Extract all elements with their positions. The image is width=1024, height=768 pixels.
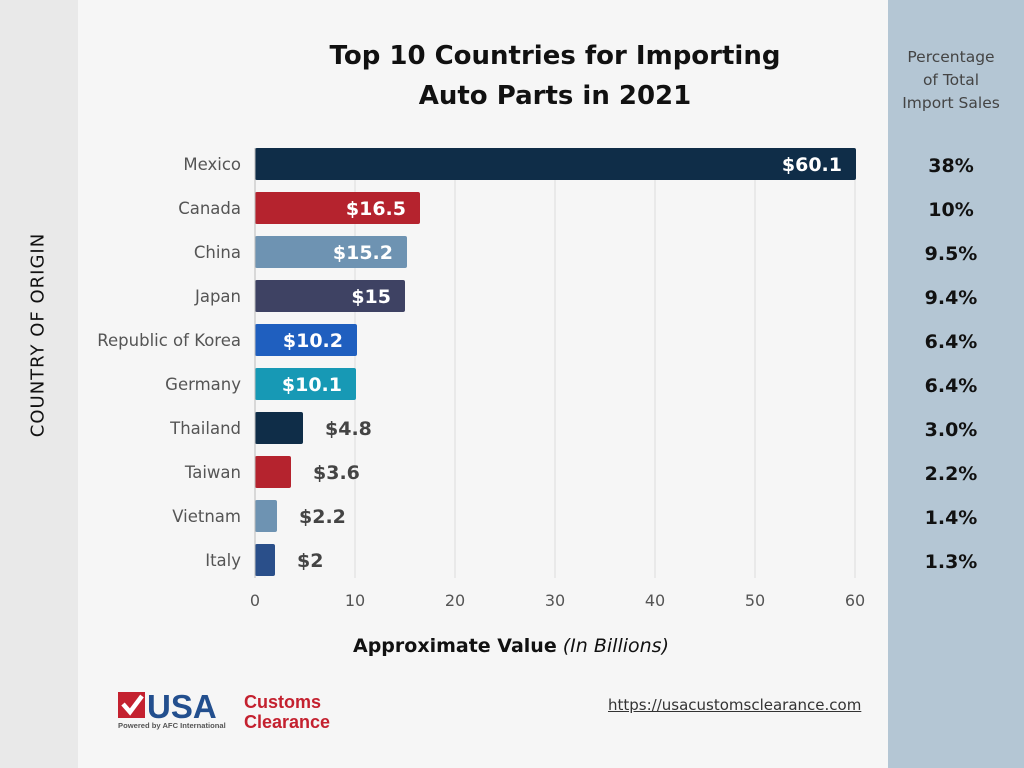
x-tick-label: 20	[445, 591, 465, 610]
data-label: $15	[351, 286, 391, 308]
percentage-value: 10%	[928, 199, 973, 221]
bar	[255, 456, 291, 488]
data-label: $2.2	[299, 506, 346, 528]
y-tick-label: Mexico	[183, 155, 241, 174]
data-label: $10.1	[282, 374, 342, 396]
x-axis-label-unit: (In Billions)	[562, 635, 669, 657]
svg-text:USA: USA	[147, 690, 217, 725]
percentage-value: 9.4%	[925, 287, 978, 309]
x-axis-label: Approximate Value (In Billions)	[255, 635, 767, 657]
percentage-value: 1.3%	[925, 551, 978, 573]
y-tick-label: Thailand	[169, 419, 241, 438]
percentage-header-line: Import Sales	[902, 94, 1000, 112]
x-tick-label: 0	[250, 591, 260, 610]
bar	[255, 192, 420, 224]
data-label: $60.1	[782, 154, 842, 176]
bar	[255, 280, 405, 312]
chart-title-line-1: Top 10 Countries for Importing	[329, 41, 781, 71]
percentage-header-line: of Total	[922, 71, 980, 89]
bar	[255, 148, 856, 180]
y-tick-label: Italy	[205, 551, 241, 570]
data-label: $3.6	[313, 462, 360, 484]
y-tick-label: Canada	[178, 199, 241, 218]
x-tick-label: 30	[545, 591, 565, 610]
bar	[255, 500, 277, 532]
data-label: $10.2	[283, 330, 343, 352]
percentage-value: 6.4%	[925, 375, 978, 397]
y-tick-label: Republic of Korea	[97, 331, 241, 350]
percentage-header-line: Percentage	[907, 48, 995, 66]
bar	[255, 324, 357, 356]
svg-text:Customs: Customs	[244, 692, 321, 712]
percentage-value: 6.4%	[925, 331, 978, 353]
percentage-value: 9.5%	[925, 243, 978, 265]
percentage-value: 1.4%	[925, 507, 978, 529]
bar	[255, 544, 275, 576]
svg-text:Powered by AFC International: Powered by AFC International	[118, 721, 226, 730]
bar	[255, 236, 407, 268]
bar	[255, 368, 356, 400]
chart-title-line-2: Auto Parts in 2021	[418, 81, 692, 111]
svg-text:Clearance: Clearance	[244, 712, 330, 732]
y-tick-label: Vietnam	[172, 507, 241, 526]
data-label: $15.2	[333, 242, 393, 264]
x-tick-label: 10	[345, 591, 365, 610]
data-label: $2	[297, 550, 323, 572]
percentage-panel	[888, 0, 1024, 768]
bar	[255, 412, 303, 444]
percentage-header: Percentage of Total Import Sales	[888, 46, 1014, 115]
y-tick-label: Taiwan	[184, 463, 241, 482]
percentage-value: 2.2%	[925, 463, 978, 485]
x-axis-label-main: Approximate Value	[353, 635, 557, 657]
y-tick-label: Germany	[165, 375, 241, 394]
y-tick-label: Japan	[194, 287, 241, 306]
percentage-value: 38%	[928, 155, 973, 177]
chart-title: Top 10 Countries for Importing Auto Part…	[255, 36, 855, 116]
percentage-value: 3.0%	[925, 419, 978, 441]
usa-customs-clearance-logo: USA Powered by AFC International Customs…	[118, 690, 358, 732]
left-strip	[0, 0, 78, 768]
x-tick-label: 40	[645, 591, 665, 610]
data-label: $4.8	[325, 418, 372, 440]
y-tick-label: China	[194, 243, 241, 262]
website-link[interactable]: https://usacustomsclearance.com	[608, 696, 862, 714]
x-tick-label: 60	[845, 591, 865, 610]
data-label: $16.5	[346, 198, 406, 220]
x-tick-label: 50	[745, 591, 765, 610]
